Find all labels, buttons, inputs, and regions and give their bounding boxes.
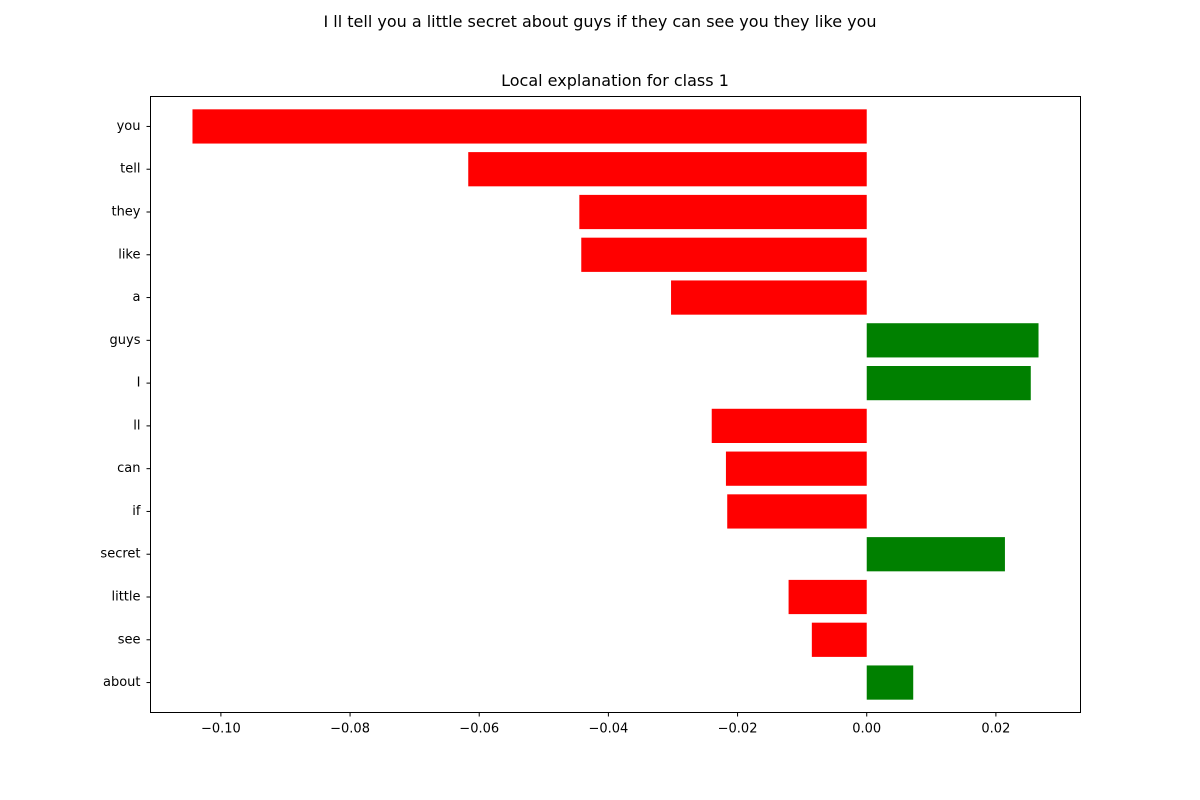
x-tick-label: −0.08 [330, 722, 370, 737]
y-axis: you tell they like a guys Ill can if secret little… [100, 119, 151, 690]
y-tick-label: a [133, 290, 141, 305]
y-tick-label: see [118, 632, 141, 647]
bar-ll [711, 408, 867, 443]
y-tick-label: you [117, 119, 141, 134]
bar-they [579, 194, 867, 230]
bars-group [192, 109, 1039, 700]
x-tick-label: −0.02 [718, 722, 758, 737]
y-tick-label: like [118, 247, 140, 262]
y-tick-label: tell [120, 162, 140, 177]
y-tick-label: ll [133, 418, 140, 433]
bar-tell [468, 152, 867, 187]
bar-like [581, 237, 867, 272]
bar-if [727, 494, 867, 529]
bar-see [811, 622, 867, 657]
x-tick-label: −0.04 [588, 722, 628, 737]
x-tick-label: −0.10 [201, 722, 241, 737]
y-tick-label: little [111, 590, 140, 605]
figure-title: I ll tell you a little secret about guys… [323, 12, 877, 31]
y-tick-label: they [111, 205, 140, 220]
bar-about [866, 665, 914, 700]
x-tick-label: −0.06 [459, 722, 499, 737]
plot-frame [150, 96, 1081, 713]
y-tick-label: can [117, 461, 140, 476]
bar-a [671, 280, 867, 315]
chart-title: Local explanation for class 1 [501, 71, 729, 90]
bar-can [725, 451, 867, 486]
y-tick-label: about [103, 675, 141, 690]
bar-I [866, 366, 1031, 401]
bar-secret [866, 537, 1005, 572]
x-tick-label: 0.00 [852, 722, 881, 737]
y-tick-label: secret [100, 547, 140, 562]
bar-you [192, 109, 867, 144]
y-tick-label: guys [110, 333, 141, 348]
x-axis: −0.10 −0.08 −0.06 −0.04 −0.02 0.00 0.02 [201, 712, 1010, 737]
bar-guys [866, 323, 1039, 358]
y-tick-label: I [137, 376, 141, 391]
x-tick-label: 0.02 [981, 722, 1010, 737]
y-tick-label: if [132, 504, 141, 519]
bar-little [788, 579, 867, 615]
